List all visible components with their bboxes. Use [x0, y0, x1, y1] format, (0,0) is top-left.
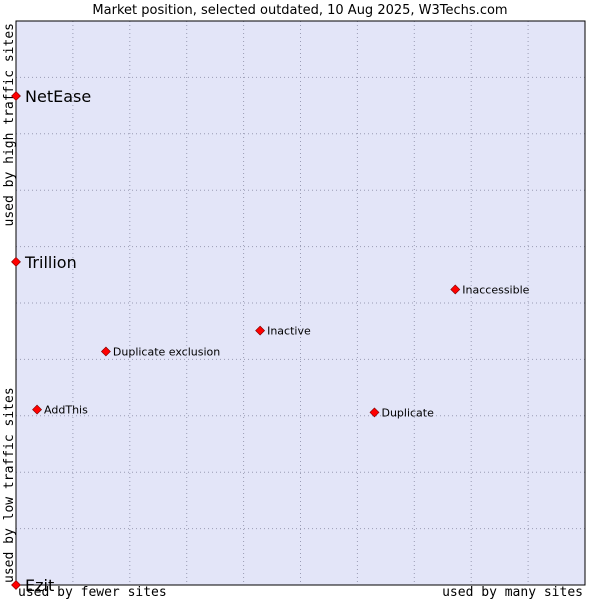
point-label-addthis: AddThis — [44, 404, 88, 417]
point-marker-netease — [11, 91, 21, 101]
x-axis-label-right: used by many sites — [442, 585, 583, 600]
point-label-inaccessible: Inaccessible — [462, 283, 529, 296]
x-axis-label-left: used by fewer sites — [18, 585, 167, 600]
point-label-trillion: Trillion — [24, 253, 77, 272]
data-points: NetEase Trillion Ezit Inaccessible Inactive D… — [11, 87, 530, 595]
y-axis-label-top: used by high traffic sites — [2, 23, 17, 227]
plot-border — [15, 20, 586, 586]
grid-lines — [16, 21, 585, 585]
chart-title: Market position, selected outdated, 10 A… — [92, 3, 507, 18]
point-label-duplicate-exclusion: Duplicate exclusion — [113, 346, 220, 359]
point-label-duplicate: Duplicate — [381, 406, 434, 419]
point-marker-duplicate-exclusion — [100, 346, 111, 357]
point-label-netease: NetEase — [25, 87, 91, 106]
y-axis-label-bottom: used by low traffic sites — [2, 387, 17, 583]
point-marker-duplicate — [369, 407, 380, 418]
point-marker-inactive — [255, 325, 266, 336]
point-marker-addthis — [32, 404, 42, 415]
point-marker-ezit — [11, 580, 21, 590]
point-label-ezit: Ezit — [25, 576, 54, 595]
point-label-inactive: Inactive — [267, 325, 311, 338]
point-marker-inaccessible — [450, 284, 461, 295]
point-marker-trillion — [11, 256, 21, 267]
